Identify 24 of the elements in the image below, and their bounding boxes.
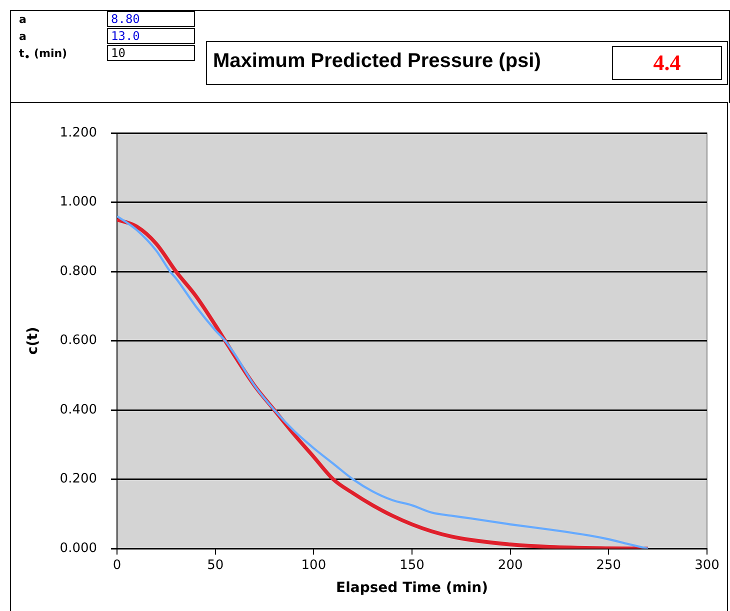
x-tick-label: 300 (694, 558, 720, 573)
text: 8.80 (107, 11, 195, 27)
y-tick-label: 0.200 (60, 472, 98, 487)
y-tick-label: 0.400 (60, 402, 98, 418)
y-tick-label: 0.000 (60, 540, 98, 556)
y-tick-label: 0.600 (60, 333, 98, 348)
text: a (19, 13, 26, 26)
x-tick-label: 250 (596, 558, 622, 573)
text: 4.4 (612, 46, 722, 80)
y-tick-label: 0.800 (60, 264, 98, 279)
x-axis-title: Elapsed Time (min) (336, 580, 488, 596)
text: 13.0 (107, 28, 195, 44)
text: 10 (107, 45, 195, 61)
x-tick-label: 0 (112, 558, 122, 573)
x-tick-label: 100 (301, 558, 326, 573)
y-tick-label: 1.200 (60, 125, 98, 140)
text: t$_{•}$ (min) (19, 47, 68, 64)
y-axis-title: c(t) (25, 326, 42, 355)
text: Maximum Predicted Pressure (psi) (213, 50, 541, 73)
y-tick-label: 1.000 (60, 194, 98, 210)
x-tick-label: 50 (207, 558, 224, 573)
text: a (19, 30, 26, 43)
x-tick-label: 200 (498, 558, 523, 573)
x-tick-label: 150 (400, 558, 424, 573)
